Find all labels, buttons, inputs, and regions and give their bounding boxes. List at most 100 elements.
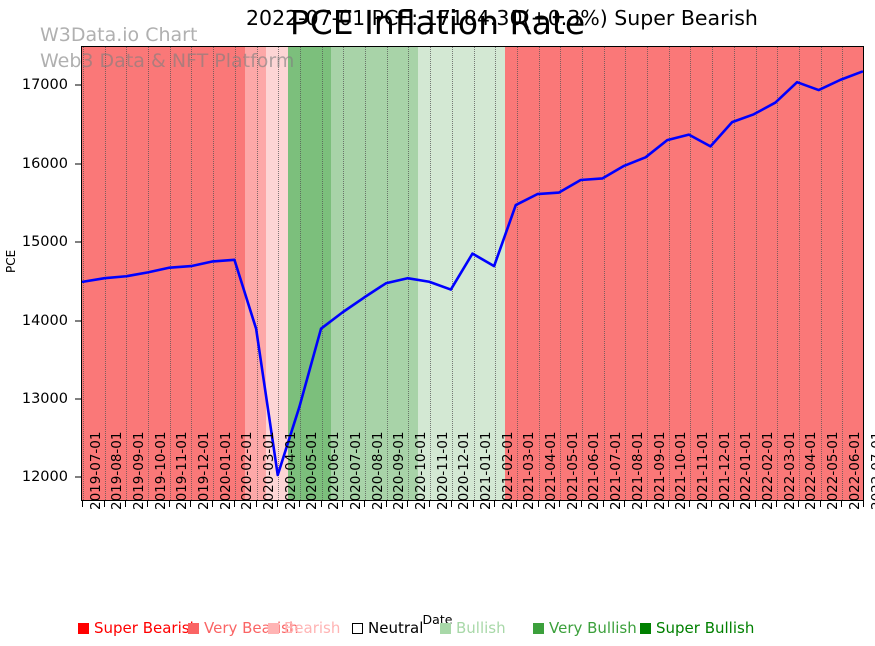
legend-swatch-icon [533, 622, 544, 634]
x-tick-label: 2022-05-01 [825, 431, 842, 510]
y-tick-label: 14000 [21, 312, 68, 329]
page-title: PCE Inflation Rate [289, 3, 586, 42]
legend-item[interactable]: Neutral [352, 619, 423, 637]
gridline [538, 47, 540, 500]
gridline [603, 47, 605, 500]
x-tick-label: 2020-07-01 [347, 431, 364, 510]
y-tick-label: 17000 [21, 77, 68, 94]
gridline [278, 47, 280, 500]
x-tick-label: 2022-03-01 [781, 431, 798, 510]
gridline [733, 47, 735, 500]
y-axis: 12000 13000 14000 15000 16000 17000 [0, 46, 81, 501]
x-tick-mark [342, 501, 344, 507]
x-tick-label: 2021-01-01 [478, 431, 494, 510]
x-tick-label: 2020-04-01 [282, 431, 299, 510]
x-tick-mark [689, 501, 691, 507]
legend-item[interactable]: Super Bullish [640, 619, 754, 637]
x-tick-mark [667, 501, 669, 507]
x-tick-mark [580, 501, 582, 507]
y-tick-label: 12000 [21, 469, 68, 486]
gridline [755, 47, 757, 500]
gridline [798, 47, 800, 500]
x-tick-label: 2021-12-01 [716, 431, 733, 510]
x-tick-mark [515, 501, 517, 507]
x-tick-label: 2022-02-01 [760, 431, 777, 510]
legend-item[interactable]: Very Bullish [533, 619, 637, 637]
x-tick-label: 2020-03-01 [261, 431, 278, 510]
gridline [516, 47, 518, 500]
latest-value-annotation: 2022-07-01 PCE: 17184.30(+0.3%) Super Be… [246, 6, 758, 30]
x-tick-mark [212, 501, 214, 507]
gridline [820, 47, 822, 500]
x-tick-mark [754, 501, 756, 507]
x-tick-label: 2020-11-01 [434, 431, 451, 510]
x-tick-mark [841, 501, 843, 507]
gridline [842, 47, 844, 500]
x-tick-label: 2020-02-01 [239, 431, 256, 510]
gridline [430, 47, 432, 500]
sentiment-band [418, 47, 508, 500]
gridline [126, 47, 128, 500]
x-tick-label: 2019-11-01 [174, 431, 191, 510]
gridline [777, 47, 779, 500]
x-tick-mark [233, 501, 235, 507]
x-tick-label: 2020-08-01 [369, 431, 386, 510]
x-tick-label: 2019-08-01 [109, 431, 126, 510]
x-tick-mark [863, 501, 864, 507]
x-axis: 2019-07-01 2019-08-01 2019-09-01 2019-10-01… [81, 432, 875, 611]
sentiment-band [288, 47, 334, 500]
gridline [473, 47, 475, 500]
x-tick-label: 2021-06-01 [586, 431, 603, 510]
legend-swatch-icon [78, 622, 89, 634]
y-tick-label: 13000 [21, 391, 68, 408]
sentiment-band [266, 47, 291, 500]
gridline [668, 47, 670, 500]
pce-line-series [82, 70, 863, 477]
x-tick-label: 2021-04-01 [543, 431, 560, 510]
legend-label: Super Bearish [94, 619, 200, 637]
gridline [83, 47, 84, 500]
x-tick-mark [797, 501, 799, 507]
x-tick-mark [103, 501, 105, 507]
x-tick-label: 2019-10-01 [152, 431, 169, 510]
y-tick-label: 15000 [21, 234, 68, 251]
y-tick-label: 16000 [21, 155, 68, 172]
gridline [104, 47, 106, 500]
x-tick-label: 2021-07-01 [608, 431, 625, 510]
x-tick-mark [407, 501, 409, 507]
x-tick-mark [494, 501, 496, 507]
x-tick-mark [320, 501, 322, 507]
x-tick-label: 2020-12-01 [456, 431, 473, 510]
legend-label: Bearish [284, 619, 341, 637]
y-tick-mark [75, 84, 81, 86]
x-tick-label: 2021-11-01 [694, 431, 711, 510]
x-tick-label: 2022-04-01 [803, 431, 820, 510]
x-tick-label: 2021-02-01 [499, 431, 516, 510]
legend-item[interactable]: Bullish [440, 619, 506, 637]
gridline [408, 47, 410, 500]
gridline [495, 47, 497, 500]
gridline [169, 47, 171, 500]
legend-item[interactable]: Bearish [268, 619, 340, 637]
y-tick-mark [75, 320, 81, 322]
x-tick-mark [537, 501, 539, 507]
legend-swatch-icon [440, 622, 451, 634]
x-tick-label: 2019-07-01 [87, 431, 104, 510]
x-tick-label: 2020-09-01 [391, 431, 408, 510]
x-tick-label: 2020-10-01 [412, 431, 429, 510]
legend-label: Super Bullish [656, 619, 755, 637]
y-tick-mark [75, 163, 81, 165]
gridline [560, 47, 562, 500]
y-tick-mark [75, 398, 81, 400]
pce-line [82, 70, 863, 477]
gridline [321, 47, 323, 500]
x-tick-mark [168, 501, 170, 507]
legend-item[interactable]: Super Bearish [78, 619, 199, 637]
gridline [581, 47, 583, 500]
x-tick-mark [82, 501, 83, 507]
x-tick-mark [732, 501, 734, 507]
y-tick-mark [75, 241, 81, 243]
x-tick-label: 2022-06-01 [846, 431, 863, 510]
gridline [234, 47, 236, 500]
x-tick-label: 2019-12-01 [195, 431, 212, 510]
